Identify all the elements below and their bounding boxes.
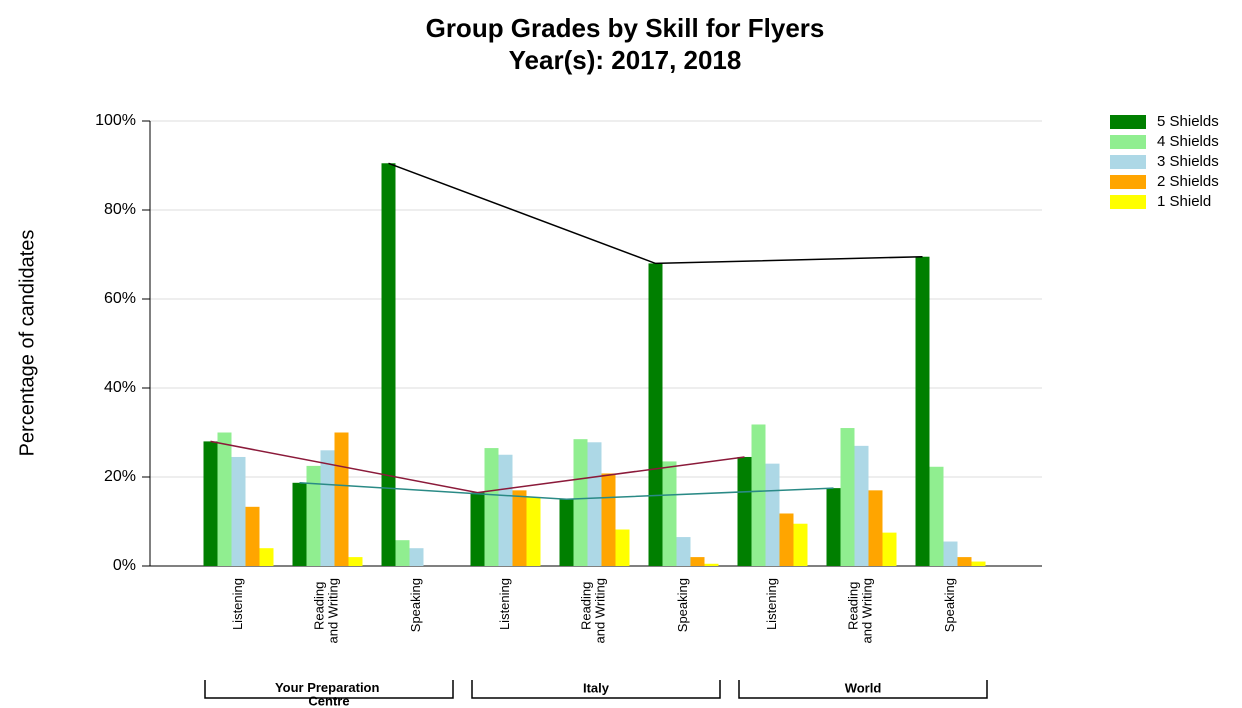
bar xyxy=(601,473,616,566)
x-tick-label: Reading and Writing xyxy=(312,578,341,644)
bar xyxy=(348,557,363,566)
bar xyxy=(943,541,958,566)
y-tick-label: 80% xyxy=(104,201,136,218)
bar xyxy=(306,465,321,566)
bar xyxy=(854,445,869,566)
chart-subtitle: Year(s): 2017, 2018 xyxy=(509,45,742,75)
legend-label: 3 Shields xyxy=(1157,153,1219,170)
x-tick-label: Speaking xyxy=(942,578,957,632)
bar xyxy=(587,442,602,566)
bar xyxy=(751,424,766,566)
legend-label: 1 Shield xyxy=(1157,193,1211,210)
x-tick-label: Listening xyxy=(497,578,512,630)
bar xyxy=(676,537,691,566)
bar xyxy=(334,432,349,566)
bar xyxy=(882,532,897,566)
x-tick-label: Speaking xyxy=(675,578,690,632)
bar xyxy=(971,561,986,566)
group-label: Italy xyxy=(583,680,610,695)
trend-line xyxy=(388,162,923,265)
legend-label: 4 Shields xyxy=(1157,133,1219,150)
trend-line xyxy=(210,440,745,494)
group-bracket xyxy=(738,680,988,699)
bar xyxy=(615,529,630,566)
bar xyxy=(512,490,527,566)
bar xyxy=(929,466,944,566)
bar xyxy=(217,432,232,566)
bar xyxy=(779,513,794,566)
x-tick-label: Reading and Writing xyxy=(846,578,875,644)
y-tick-label: 60% xyxy=(104,290,136,307)
x-tick-label: Speaking xyxy=(408,578,423,632)
bar xyxy=(381,163,396,566)
x-tick-label: Listening xyxy=(764,578,779,630)
bar xyxy=(259,548,274,566)
bar xyxy=(690,557,705,566)
trend-line xyxy=(299,482,834,501)
bar xyxy=(662,461,677,566)
bar xyxy=(245,506,260,566)
bar xyxy=(737,456,752,566)
group-bracket xyxy=(471,680,721,699)
bar xyxy=(915,256,930,566)
legend-swatch xyxy=(1110,195,1146,209)
y-tick-label: 100% xyxy=(95,112,136,129)
bar xyxy=(292,482,307,566)
y-tick-label: 20% xyxy=(104,468,136,485)
group-bracket xyxy=(204,680,454,699)
legend-label: 2 Shields xyxy=(1157,173,1219,190)
legend-swatch xyxy=(1110,135,1146,149)
y-tick-label: 40% xyxy=(104,379,136,396)
x-tick-label: Listening xyxy=(230,578,245,630)
bar xyxy=(793,523,808,566)
bar xyxy=(395,540,410,566)
bar xyxy=(840,428,855,566)
legend-swatch xyxy=(1110,155,1146,169)
bar xyxy=(648,263,663,566)
chart-title: Group Grades by Skill for Flyers xyxy=(426,13,825,43)
group-label: Your Preparation Centre xyxy=(275,680,383,708)
legend-label: 5 Shields xyxy=(1157,113,1219,130)
legend-swatch xyxy=(1110,175,1146,189)
bar xyxy=(573,439,588,566)
bar xyxy=(868,490,883,566)
bar xyxy=(526,497,541,566)
bar xyxy=(826,488,841,566)
y-tick-label: 0% xyxy=(113,557,136,574)
bar xyxy=(231,456,246,566)
bar xyxy=(957,557,972,566)
bar xyxy=(765,463,780,566)
bar xyxy=(559,499,574,566)
bar xyxy=(470,492,485,566)
bar xyxy=(320,450,335,566)
bar xyxy=(484,448,499,566)
legend-swatch xyxy=(1110,115,1146,129)
group-label: World xyxy=(845,680,882,695)
bar xyxy=(704,563,719,566)
y-axis-label: Percentage of candidates xyxy=(16,230,38,457)
bar xyxy=(498,454,513,566)
bar xyxy=(203,441,218,566)
bar xyxy=(409,548,424,566)
x-tick-label: Reading and Writing xyxy=(579,578,608,644)
